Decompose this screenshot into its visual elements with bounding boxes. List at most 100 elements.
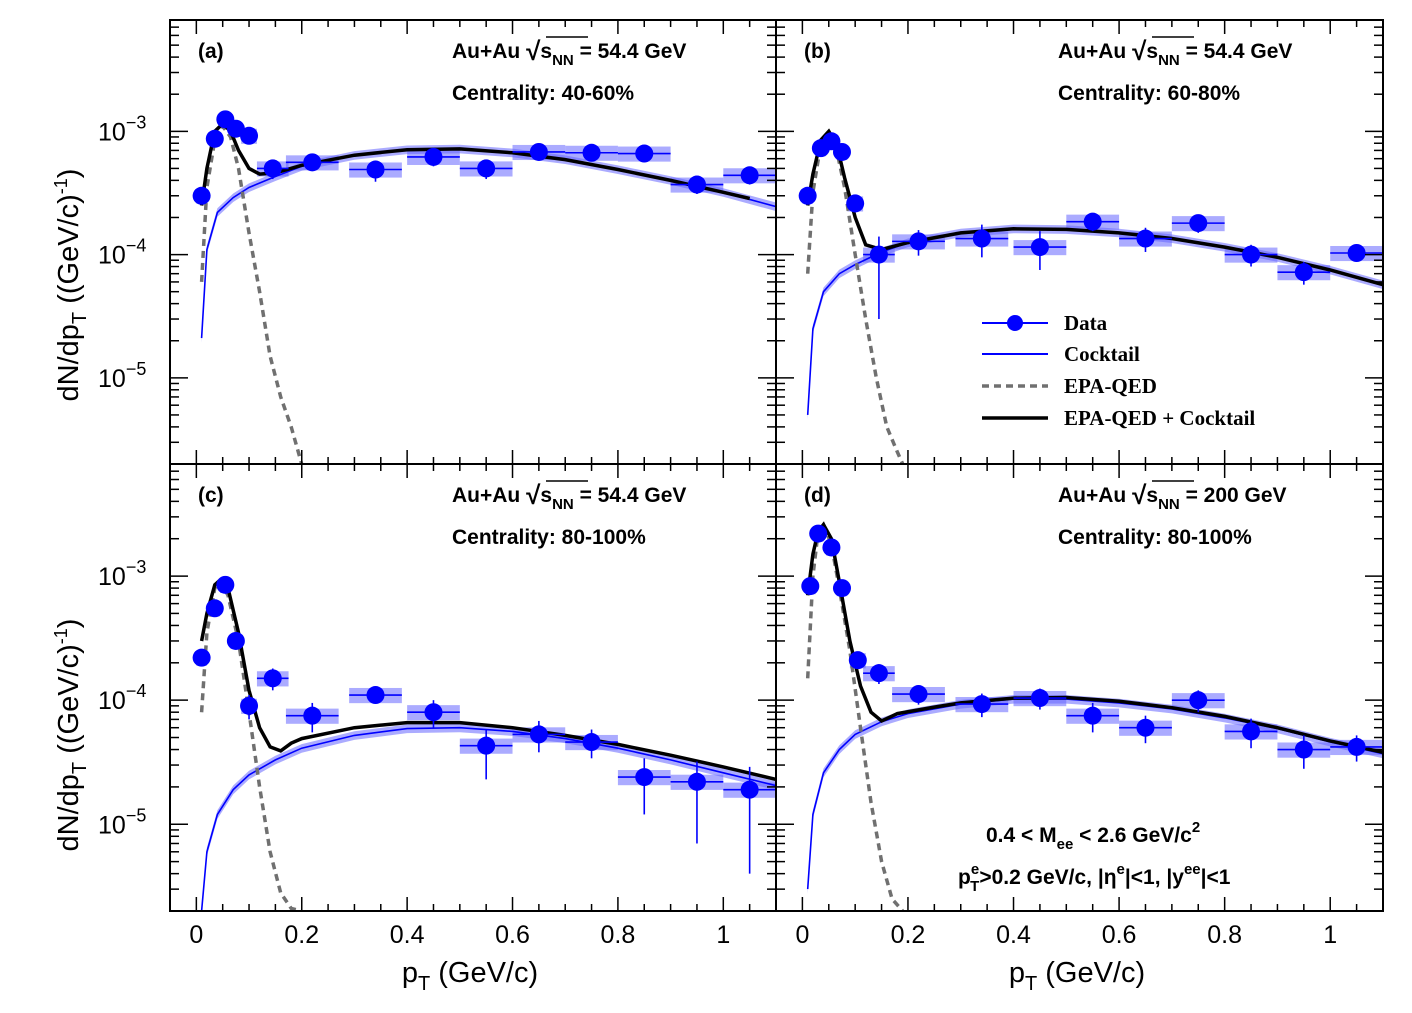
data-point-d-2 <box>822 538 841 557</box>
y-tick-label-c-2: 10−5 <box>98 805 146 839</box>
x-axis-title-right: pT (GeV/c) <box>1009 957 1145 995</box>
y-tick-label-a-1: 10−4 <box>98 236 146 270</box>
data-point-b-10 <box>1119 227 1172 252</box>
centrality-label-a: Centrality: 40-60% <box>452 82 634 105</box>
data-point-b-3 <box>832 142 851 161</box>
data-point-a-3 <box>226 119 245 138</box>
data-point-b-4 <box>846 194 865 213</box>
data-point-d-8 <box>1013 688 1067 710</box>
data-point-b-11 <box>1171 214 1225 233</box>
data-point-a-12 <box>617 144 671 163</box>
data-point-c-5 <box>256 668 289 691</box>
data-point-a-13 <box>670 175 724 195</box>
x-tick-label-d-1: 0.2 <box>891 921 926 949</box>
data-point-a-6 <box>285 153 339 172</box>
x-tick-label-d-2: 0.4 <box>996 921 1031 949</box>
data-point-a-5 <box>256 159 289 180</box>
cut-acceptance: pe T>0.2 GeV/c, |ηe|<1, |yee|<1 <box>958 861 1231 895</box>
y-tick-label-a-2: 10−5 <box>98 359 146 393</box>
epa-line-c <box>199 578 303 911</box>
data-point-c-12 <box>617 758 671 815</box>
cocktail-line-d <box>806 698 1383 890</box>
centrality-label-d: Centrality: 80-100% <box>1058 526 1252 549</box>
plot-area-d <box>801 521 1383 911</box>
data-point-a-11 <box>565 143 618 162</box>
data-point-b-8 <box>1013 231 1067 270</box>
panel-label-a: (a) <box>198 40 224 63</box>
y-tick-label-c-1: 10−4 <box>98 681 146 715</box>
data-point-d-4 <box>848 651 867 670</box>
x-tick-label-d-0: 0 <box>795 921 809 949</box>
data-point-c-9 <box>459 729 513 780</box>
legend-cocktail-label: Cocktail <box>1064 342 1140 366</box>
panel-a: 10−3 10−4 10−5 (a) Au+Au √sNN = 54.4 GeV Cent… <box>98 19 777 465</box>
data-point-d-14 <box>1330 735 1383 762</box>
legend-data-label: Data <box>1064 311 1108 335</box>
data-point-c-13 <box>670 761 724 844</box>
data-point-a-9 <box>459 159 513 180</box>
panel-label-c: (c) <box>198 484 224 507</box>
panel-label-d: (d) <box>804 484 831 507</box>
data-point-d-5 <box>863 664 895 684</box>
panel-d: 0 0.2 0.4 0.6 0.8 1 (d) Au+Au √sNN = 200 GeV Cen… <box>775 463 1384 949</box>
data-point-d-11 <box>1171 690 1225 713</box>
system-label-d: Au+Au √sNN = 200 GeV <box>1058 480 1287 513</box>
y-axis-title-top: dN/dpT ((GeV/c)-1) <box>51 169 91 402</box>
data-point-d-0 <box>801 577 820 596</box>
data-point-c-2 <box>216 575 235 594</box>
x-tick-label-d-3: 0.6 <box>1102 921 1137 949</box>
data-point-a-4 <box>240 126 259 145</box>
x-tick-label-c-0: 0 <box>189 921 203 949</box>
panels: 10−3 10−4 10−5 (a) Au+Au √sNN = 54.4 GeV Cent… <box>98 19 1384 949</box>
data-point-d-1 <box>809 524 828 543</box>
sum-line-b <box>805 128 1383 287</box>
y-axis-title-bottom: dN/dpT ((GeV/c)-1) <box>51 619 91 852</box>
data-point-d-9 <box>1066 702 1120 733</box>
data-point-c-6 <box>285 702 339 733</box>
data-point-a-7 <box>349 160 402 182</box>
data-point-b-9 <box>1066 212 1120 232</box>
system-label-a: Au+Au √sNN = 54.4 GeV <box>452 36 686 69</box>
x-tick-label-c-3: 0.6 <box>495 921 530 949</box>
data-point-b-0 <box>798 186 817 205</box>
system-label-b: Au+Au √sNN = 54.4 GeV <box>1058 36 1292 69</box>
data-point-b-13 <box>1277 262 1331 285</box>
data-point-d-12 <box>1224 718 1278 749</box>
cocktail-band-d <box>807 695 1383 894</box>
x-tick-label-d-5: 1 <box>1323 921 1337 949</box>
data-point-d-13 <box>1277 735 1331 769</box>
data-point-a-10 <box>512 142 566 161</box>
x-tick-label-c-5: 1 <box>716 921 730 949</box>
plot-area-c <box>192 575 776 911</box>
y-tick-label-c-0: 10−3 <box>98 557 146 591</box>
data-point-c-3 <box>226 631 245 650</box>
legend: Data Cocktail EPA-QED EPA-QED + Cocktail <box>982 311 1255 430</box>
data-point-c-0 <box>192 648 211 667</box>
cocktail-line-c <box>200 726 776 911</box>
data-point-d-6 <box>892 685 945 705</box>
data-point-c-10 <box>512 720 566 753</box>
data-point-c-1 <box>205 599 224 618</box>
data-point-c-8 <box>407 700 460 728</box>
epa-line-a <box>199 122 304 464</box>
data-point-c-14 <box>723 766 776 874</box>
data-point-a-14 <box>723 166 776 185</box>
frame-d <box>775 463 1384 912</box>
data-point-a-8 <box>407 147 460 167</box>
x-tick-label-d-4: 0.8 <box>1207 921 1242 949</box>
y-tick-label-a-0: 10−3 <box>98 112 146 146</box>
data-point-b-6 <box>892 230 945 256</box>
x-tick-label-c-1: 0.2 <box>284 921 319 949</box>
data-point-a-0 <box>192 186 211 205</box>
legend-sum-label: EPA-QED + Cocktail <box>1064 406 1255 430</box>
plot-area-b <box>798 128 1383 464</box>
system-label-c: Au+Au √sNN = 54.4 GeV <box>452 480 686 513</box>
legend-data-marker <box>1007 315 1023 331</box>
panel-c: 0 0.2 0.4 0.6 0.8 1 10−3 10−4 10−5 (c) Au+Au √sNN … <box>98 463 777 949</box>
data-point-c-7 <box>349 686 402 705</box>
centrality-label-b: Centrality: 60-80% <box>1058 82 1240 105</box>
x-tick-label-c-2: 0.4 <box>390 921 425 949</box>
data-point-c-4 <box>240 695 259 720</box>
centrality-label-c: Centrality: 80-100% <box>452 526 646 549</box>
plot-area-a <box>192 110 776 464</box>
